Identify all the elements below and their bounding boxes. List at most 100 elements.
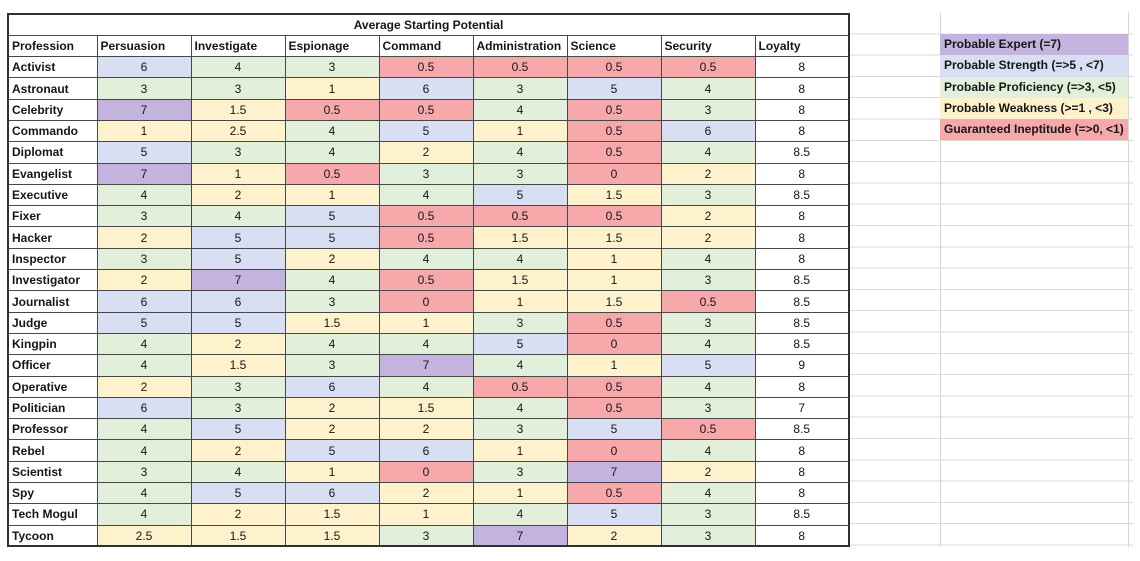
profession-cell[interactable]: Diplomat — [7, 141, 98, 164]
potential-cell[interactable]: 0.5 — [378, 98, 474, 121]
loyalty-cell[interactable]: 8.5 — [754, 332, 850, 356]
potential-cell[interactable]: 2 — [660, 162, 756, 185]
profession-cell[interactable]: Activist — [7, 56, 98, 79]
potential-cell[interactable]: 2 — [660, 460, 756, 484]
potential-cell[interactable]: 5 — [566, 77, 662, 100]
potential-cell[interactable]: 5 — [378, 119, 474, 143]
potential-cell[interactable]: 3 — [96, 247, 192, 271]
potential-cell[interactable]: 4 — [378, 332, 474, 356]
loyalty-cell[interactable]: 8.5 — [754, 311, 850, 334]
loyalty-cell[interactable]: 8 — [754, 205, 850, 228]
potential-cell[interactable]: 1.5 — [566, 226, 662, 249]
potential-cell[interactable]: 0 — [566, 439, 662, 462]
potential-cell[interactable]: 7 — [378, 354, 474, 377]
potential-cell[interactable]: 1 — [566, 269, 662, 292]
potential-cell[interactable]: 0.5 — [378, 269, 474, 292]
potential-cell[interactable]: 5 — [566, 503, 662, 526]
potential-cell[interactable]: 4 — [378, 375, 474, 398]
potential-cell[interactable]: 0.5 — [284, 98, 380, 121]
profession-cell[interactable]: Spy — [7, 482, 98, 505]
potential-cell[interactable]: 2 — [284, 396, 380, 420]
column-header-profession[interactable]: Profession — [7, 34, 98, 58]
potential-cell[interactable]: 4 — [660, 482, 756, 505]
profession-cell[interactable]: Kingpin — [7, 332, 98, 356]
potential-cell[interactable]: 2 — [190, 503, 286, 526]
potential-cell[interactable]: 0.5 — [566, 141, 662, 164]
potential-cell[interactable]: 5 — [284, 439, 380, 462]
loyalty-cell[interactable]: 9 — [754, 354, 850, 377]
potential-cell[interactable]: 4 — [472, 141, 568, 164]
potential-cell[interactable]: 0.5 — [566, 56, 662, 79]
potential-cell[interactable]: 6 — [96, 56, 192, 79]
potential-cell[interactable]: 2 — [96, 375, 192, 398]
column-header-investigate[interactable]: Investigate — [190, 34, 286, 58]
potential-cell[interactable]: 1.5 — [284, 503, 380, 526]
potential-cell[interactable]: 0.5 — [660, 418, 756, 441]
potential-cell[interactable]: 2 — [96, 269, 192, 292]
potential-cell[interactable]: 6 — [378, 77, 474, 100]
column-header-espionage[interactable]: Espionage — [284, 34, 380, 58]
potential-cell[interactable]: 3 — [96, 77, 192, 100]
potential-cell[interactable]: 1.5 — [566, 183, 662, 207]
loyalty-cell[interactable]: 8.5 — [754, 141, 850, 164]
potential-cell[interactable]: 4 — [190, 205, 286, 228]
potential-cell[interactable]: 4 — [96, 482, 192, 505]
potential-cell[interactable]: 3 — [660, 183, 756, 207]
potential-cell[interactable]: 2 — [96, 226, 192, 249]
profession-cell[interactable]: Executive — [7, 183, 98, 207]
potential-cell[interactable]: 4 — [660, 247, 756, 271]
potential-cell[interactable]: 2 — [190, 183, 286, 207]
potential-cell[interactable]: 2 — [660, 205, 756, 228]
potential-cell[interactable]: 4 — [472, 396, 568, 420]
potential-cell[interactable]: 3 — [284, 56, 380, 79]
potential-cell[interactable]: 7 — [96, 98, 192, 121]
potential-cell[interactable]: 5 — [190, 247, 286, 271]
potential-cell[interactable]: 6 — [96, 290, 192, 313]
potential-cell[interactable]: 0 — [378, 460, 474, 484]
potential-cell[interactable]: 6 — [284, 482, 380, 505]
potential-cell[interactable]: 0 — [566, 162, 662, 185]
potential-cell[interactable]: 3 — [472, 77, 568, 100]
potential-cell[interactable]: 2.5 — [96, 524, 192, 547]
potential-cell[interactable]: 3 — [96, 460, 192, 484]
potential-cell[interactable]: 5 — [284, 226, 380, 249]
potential-cell[interactable]: 0.5 — [566, 119, 662, 143]
profession-cell[interactable]: Astronaut — [7, 77, 98, 100]
potential-cell[interactable]: 0 — [378, 290, 474, 313]
potential-cell[interactable]: 4 — [472, 98, 568, 121]
loyalty-cell[interactable]: 8 — [754, 482, 850, 505]
profession-cell[interactable]: Evangelist — [7, 162, 98, 185]
potential-cell[interactable]: 3 — [660, 396, 756, 420]
potential-cell[interactable]: 1 — [566, 354, 662, 377]
loyalty-cell[interactable]: 8 — [754, 119, 850, 143]
potential-cell[interactable]: 4 — [190, 56, 286, 79]
potential-cell[interactable]: 1 — [472, 290, 568, 313]
loyalty-cell[interactable]: 8 — [754, 56, 850, 79]
potential-cell[interactable]: 5 — [284, 205, 380, 228]
potential-cell[interactable]: 5 — [566, 418, 662, 441]
profession-cell[interactable]: Professor — [7, 418, 98, 441]
potential-cell[interactable]: 1 — [472, 119, 568, 143]
loyalty-cell[interactable]: 8 — [754, 162, 850, 185]
potential-cell[interactable]: 1 — [566, 247, 662, 271]
potential-cell[interactable]: 0 — [566, 332, 662, 356]
potential-cell[interactable]: 0.5 — [472, 205, 568, 228]
potential-cell[interactable]: 1.5 — [190, 524, 286, 547]
profession-cell[interactable]: Hacker — [7, 226, 98, 249]
potential-cell[interactable]: 2 — [284, 247, 380, 271]
potential-cell[interactable]: 5 — [472, 183, 568, 207]
loyalty-cell[interactable]: 7 — [754, 396, 850, 420]
potential-cell[interactable]: 3 — [378, 524, 474, 547]
profession-cell[interactable]: Judge — [7, 311, 98, 334]
potential-cell[interactable]: 1.5 — [378, 396, 474, 420]
potential-cell[interactable]: 3 — [472, 162, 568, 185]
potential-cell[interactable]: 0.5 — [378, 205, 474, 228]
potential-cell[interactable]: 3 — [472, 460, 568, 484]
potential-cell[interactable]: 0.5 — [566, 98, 662, 121]
potential-cell[interactable]: 4 — [660, 439, 756, 462]
profession-cell[interactable]: Tycoon — [7, 524, 98, 547]
potential-cell[interactable]: 5 — [660, 354, 756, 377]
potential-cell[interactable]: 2 — [190, 439, 286, 462]
potential-cell[interactable]: 7 — [190, 269, 286, 292]
loyalty-cell[interactable]: 8 — [754, 98, 850, 121]
